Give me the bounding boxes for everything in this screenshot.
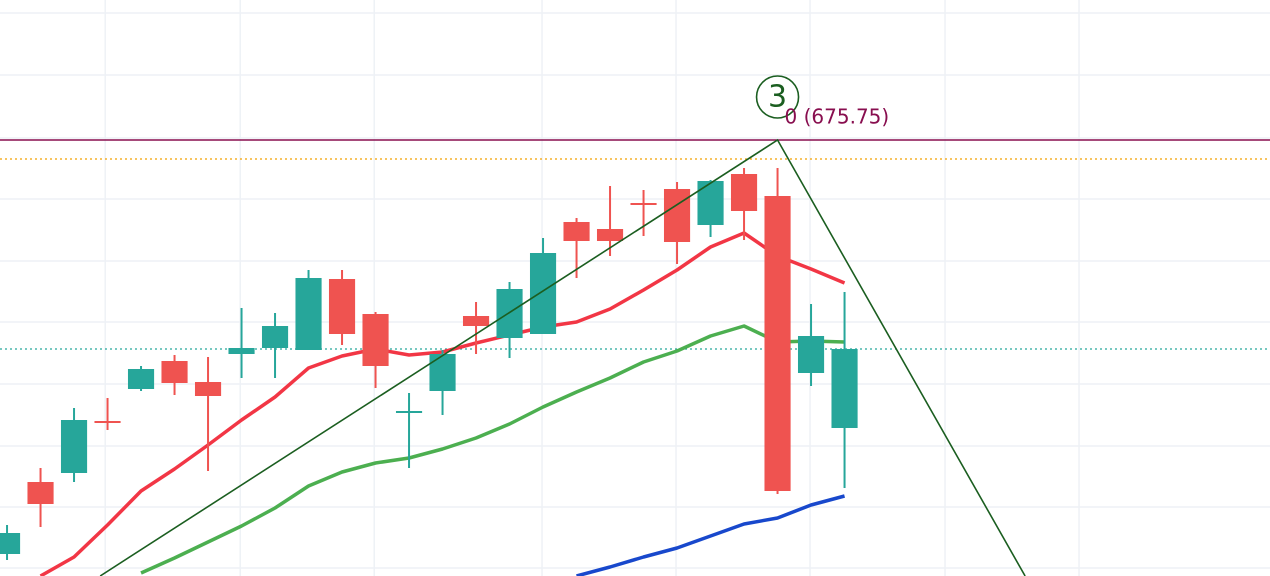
candle-body <box>596 229 624 241</box>
candle-body <box>228 348 255 354</box>
candle-body <box>27 482 54 504</box>
moving-average <box>576 494 845 576</box>
candle-body <box>429 354 456 391</box>
candle-body <box>797 336 825 373</box>
candle-body <box>764 196 791 491</box>
price-line-label: 0 (675.75) <box>785 105 890 129</box>
candle-body <box>161 361 188 383</box>
candle-body <box>362 314 389 366</box>
candle-body <box>127 369 155 389</box>
trend-line <box>99 138 1026 576</box>
candle-body <box>462 316 490 326</box>
candle-body <box>730 174 758 211</box>
candle-body <box>663 189 691 242</box>
candle-body <box>831 349 858 428</box>
candle-body <box>529 253 557 334</box>
candle-body <box>395 411 423 413</box>
candle-body <box>94 421 121 423</box>
wave-marker <box>755 75 800 119</box>
candle-body <box>496 289 523 338</box>
candle-body <box>0 533 21 554</box>
candle-body <box>563 222 590 241</box>
candle-body <box>261 326 289 348</box>
candle-body <box>328 279 356 334</box>
moving-average <box>140 324 845 575</box>
candle-body <box>295 278 322 350</box>
wave-label: 3 <box>768 80 787 115</box>
candle-body <box>60 420 88 473</box>
candle-body <box>194 382 222 396</box>
candle-body <box>630 203 657 205</box>
candle-body <box>697 181 724 225</box>
